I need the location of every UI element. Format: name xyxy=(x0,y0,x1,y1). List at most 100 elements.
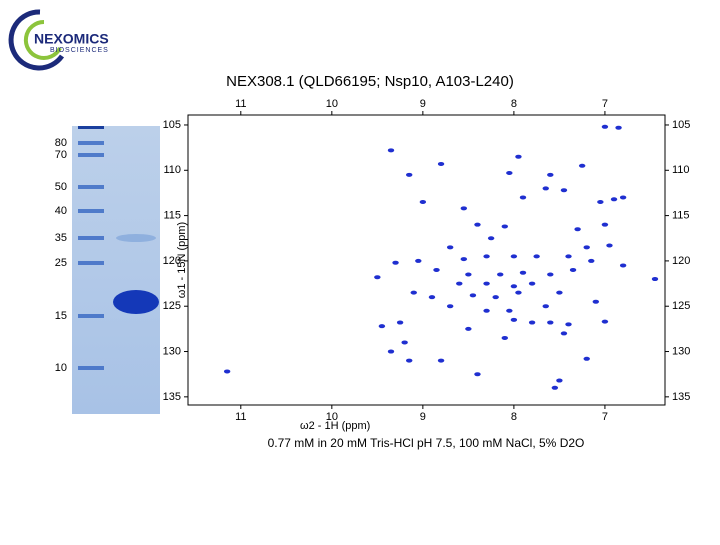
y-tick-label-right: 110 xyxy=(672,164,690,176)
y-tick-label-right: 135 xyxy=(672,391,690,403)
gel-band xyxy=(78,314,104,318)
peak xyxy=(501,224,508,229)
peak xyxy=(588,258,595,263)
y-tick-label: 110 xyxy=(163,164,181,176)
peak xyxy=(601,222,609,227)
y-tick-label: 125 xyxy=(163,300,181,312)
peak xyxy=(474,222,481,227)
peak xyxy=(446,304,454,309)
gel xyxy=(72,126,160,414)
peak xyxy=(497,272,504,277)
peak xyxy=(601,124,609,129)
peak xyxy=(547,320,554,325)
peak xyxy=(619,195,627,200)
gel-marker-label: 50 xyxy=(55,181,67,193)
peak xyxy=(433,267,440,272)
y-tick-label: 105 xyxy=(163,119,181,131)
peak xyxy=(483,281,490,286)
peak xyxy=(569,267,577,272)
peak xyxy=(615,125,622,130)
peak xyxy=(460,257,468,262)
peak xyxy=(542,186,549,191)
peak xyxy=(597,200,604,204)
peak xyxy=(415,258,422,263)
logo-name: NEXOMICS xyxy=(34,31,109,47)
x-tick-label-top: 8 xyxy=(511,98,517,110)
peak xyxy=(223,369,231,374)
peak xyxy=(606,243,613,248)
logo: NEXOMICS BIOSCIENCES xyxy=(8,9,109,71)
peak xyxy=(378,324,386,329)
peak xyxy=(510,284,518,289)
logo-sub: BIOSCIENCES xyxy=(50,47,109,54)
peak xyxy=(460,206,468,211)
gel-band xyxy=(116,234,156,242)
peak xyxy=(437,161,445,166)
peak xyxy=(465,272,472,277)
gel-band xyxy=(78,236,104,240)
x-tick-label-top: 7 xyxy=(602,98,608,110)
peak xyxy=(483,308,490,313)
peak xyxy=(428,295,436,300)
gel-band xyxy=(78,126,104,129)
gel-marker-label: 25 xyxy=(55,257,67,269)
peak xyxy=(533,254,540,259)
peak xyxy=(528,281,536,286)
y-tick-label: 120 xyxy=(163,255,181,267)
y-tick-label-right: 105 xyxy=(672,119,690,131)
peak xyxy=(565,254,572,259)
peak xyxy=(515,154,522,159)
peak xyxy=(519,195,527,200)
peak xyxy=(583,356,590,361)
y-axis-label: ω1 - 15N (ppm) xyxy=(176,222,188,298)
peak xyxy=(551,385,559,390)
peak xyxy=(406,172,413,177)
peak xyxy=(619,263,627,268)
y-tick-label: 130 xyxy=(163,345,181,357)
y-tick-label-right: 130 xyxy=(672,345,690,357)
y-tick-label-right: 120 xyxy=(672,255,690,267)
peak xyxy=(560,331,568,336)
peak xyxy=(547,172,554,177)
plot-frame xyxy=(187,114,666,406)
peak xyxy=(651,277,659,282)
x-tick-label: 10 xyxy=(326,411,338,423)
caption: 0.77 mM in 20 mM Tris-HCl pH 7.5, 100 mM… xyxy=(268,436,585,450)
peak xyxy=(601,319,609,324)
peak xyxy=(406,358,413,363)
x-axis-label: ω2 - 1H (ppm) xyxy=(300,420,370,432)
peak xyxy=(483,254,490,259)
peak xyxy=(547,272,554,277)
peak xyxy=(556,378,563,383)
gel-band xyxy=(78,366,104,370)
peak xyxy=(456,281,463,286)
peak xyxy=(419,200,427,204)
peak xyxy=(465,326,472,331)
gel-image xyxy=(72,126,160,414)
peak xyxy=(583,245,590,250)
peak xyxy=(528,320,536,325)
x-tick-label-top: 10 xyxy=(326,98,338,110)
y-tick-label-right: 115 xyxy=(672,210,690,222)
peak xyxy=(410,290,417,295)
peak xyxy=(392,260,399,265)
y-tick-label: 115 xyxy=(163,210,181,222)
chart-title: NEX308.1 (QLD66195; Nsp10, A103-L240) xyxy=(226,73,514,90)
gel-band xyxy=(78,209,104,213)
peak xyxy=(401,340,408,345)
gel-band xyxy=(113,290,159,314)
peak xyxy=(492,295,499,300)
peak xyxy=(519,270,527,275)
peak xyxy=(396,320,404,325)
x-tick-label: 9 xyxy=(420,411,426,423)
peak xyxy=(560,188,568,193)
gel-marker-label: 35 xyxy=(55,232,67,244)
peak xyxy=(387,349,395,354)
peak xyxy=(574,227,581,232)
peak xyxy=(556,290,563,295)
y-tick-label: 135 xyxy=(163,391,181,403)
peak xyxy=(506,171,513,175)
peak xyxy=(610,197,618,202)
peak xyxy=(506,308,513,313)
